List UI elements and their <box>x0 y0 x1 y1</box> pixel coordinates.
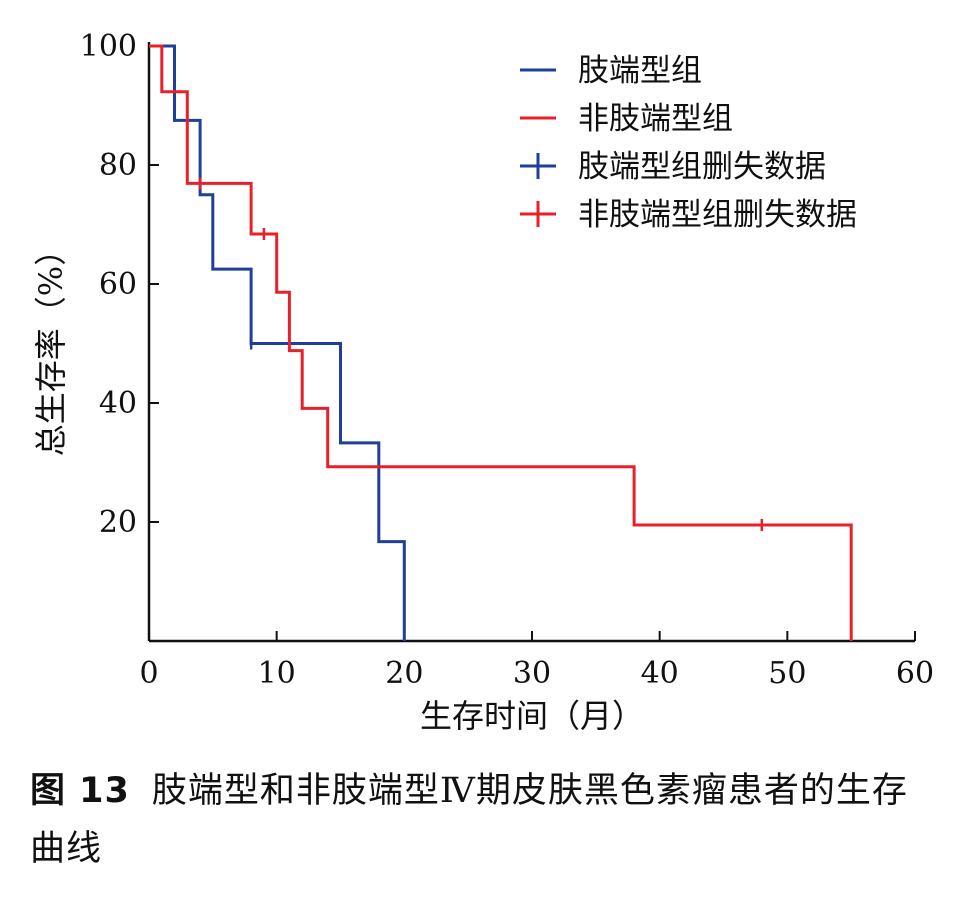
y-axis-label: 总生存率（%） <box>32 234 70 456</box>
figure-label: 图 13 <box>30 771 130 811</box>
y-tick-label: 100 <box>80 29 137 64</box>
x-tick-label: 30 <box>513 656 551 691</box>
y-tick-label: 40 <box>99 386 137 421</box>
legend-label-2: 非肢端型组 <box>578 101 733 137</box>
x-tick-label: 40 <box>641 656 679 691</box>
figure-caption: 图 13 肢端型和非肢端型Ⅳ期皮肤黑色素瘤患者的生存曲线 <box>30 762 930 878</box>
x-axis-label: 生存时间（月） <box>420 697 644 735</box>
series-line-2 <box>149 44 853 641</box>
legend-label-1: 肢端型组 <box>578 53 702 89</box>
legend-label-3: 肢端型组删失数据 <box>578 149 826 185</box>
x-tick-label: 20 <box>385 656 423 691</box>
figure-caption-text: 肢端型和非肢端型Ⅳ期皮肤黑色素瘤患者的生存曲线 <box>30 771 908 869</box>
x-tick-label: 0 <box>139 656 158 691</box>
y-tick-label: 20 <box>99 505 137 540</box>
legend-label-4: 非肢端型组删失数据 <box>578 197 857 233</box>
x-tick-label: 60 <box>896 656 934 691</box>
y-tick-label: 80 <box>99 148 137 183</box>
x-tick-label: 50 <box>768 656 806 691</box>
km-survival-chart: 0 10 20 30 40 50 60 20 40 60 80 100 生存时间（月） 总生存率（%） 肢端… <box>32 29 934 735</box>
x-tick-label: 10 <box>258 656 296 691</box>
series-line-1 <box>149 44 406 641</box>
y-tick-label: 60 <box>99 267 137 302</box>
